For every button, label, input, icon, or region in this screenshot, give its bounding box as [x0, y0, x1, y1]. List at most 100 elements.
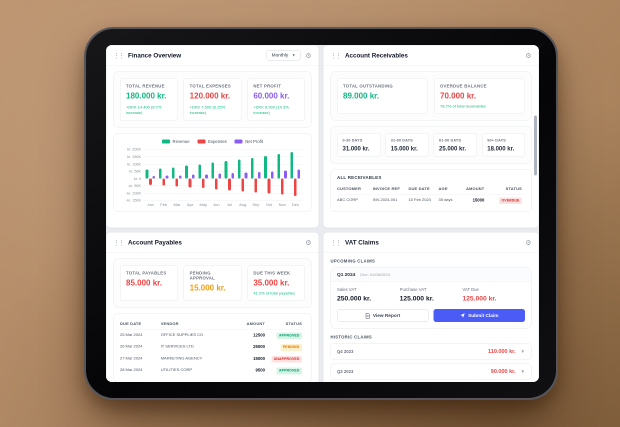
chart-bar-expenses: [280, 178, 284, 195]
aging-label: 0-30 DAYS: [342, 138, 363, 143]
aging-label: 61-90 DAYS: [439, 138, 462, 143]
claim-due-date: Due: 01/05/2024: [360, 272, 390, 278]
chart-bar-expenses: [201, 178, 205, 189]
historic-claim-row-q3-2023[interactable]: Q3 2023 90.000 kr. ▼: [330, 363, 532, 380]
status-badge: PENDING: [280, 344, 302, 351]
legend-label: Net Profit: [245, 139, 263, 145]
panel-scrollbar[interactable]: [534, 115, 537, 176]
field-label: Sales VAT: [337, 287, 357, 292]
gear-icon[interactable]: ⚙: [305, 238, 312, 247]
chart-bar-revenue: [237, 159, 241, 179]
column-header: AMOUNT: [246, 321, 265, 327]
vat-claims-body: UPCOMING CLAIMS Q1 2024 Due: 01/05/2024 …: [324, 253, 539, 383]
stat-card-total-revenue: TOTAL REVENUE 180.000 kr. +DKK 14.400 (8…: [120, 78, 178, 122]
status-badge: APPROVED: [276, 332, 302, 340]
submit-claim-button[interactable]: Submit Claim: [433, 309, 525, 322]
historic-claim-row-q4-2023[interactable]: Q4 2023 110.000 kr. ▼: [330, 343, 532, 360]
chart-bar-revenue: [290, 152, 294, 179]
stat-label: DUE THIS WEEK: [253, 270, 291, 276]
stat-label: NET PROFIT: [253, 83, 282, 89]
stat-value: 89.000 kr.: [343, 92, 380, 101]
chart-bar-revenue: [264, 156, 267, 179]
historic-claims-heading: HISTORIC CLAIMS: [330, 334, 372, 340]
aging-card-31-60: 31-60 DAYS 15.000 kr.: [385, 133, 429, 157]
cell-vendor: UTILITIES CORP: [160, 367, 193, 373]
chart-bar-net-profit: [284, 170, 287, 179]
chart-bar-revenue: [198, 164, 202, 179]
cell-due-date: 28 Mar 2024: [120, 367, 143, 373]
x-axis-label: Sep: [252, 202, 260, 208]
period-dropdown[interactable]: Monthly ▼: [266, 50, 301, 61]
chart-bar-net-profit: [165, 175, 169, 179]
table-row: 25 Mar 2024 OFFICE SUPPLIES CO 12500 APP…: [120, 330, 305, 342]
send-icon: [460, 313, 465, 318]
stat-label: TOTAL EXPENSES: [189, 83, 231, 89]
cell-amount: 15000: [472, 197, 485, 203]
stat-value: 180.000 kr.: [126, 92, 167, 101]
table-heading: ALL RECEIVABLES: [337, 175, 382, 180]
aging-value: 18.000 kr.: [487, 145, 515, 152]
status-badge: OVERDUE: [498, 197, 522, 205]
period-dropdown-value: Monthly: [271, 52, 289, 59]
chart-bar-net-profit: [271, 171, 274, 179]
legend-item-expenses: Expenses: [197, 139, 227, 144]
cell-due-date: 27 Mar 2024: [120, 355, 143, 361]
cell-status: PENDING: [268, 344, 305, 351]
stat-value: 70.000 kr.: [440, 92, 477, 101]
chart-gridline: [144, 171, 302, 172]
x-axis-label: Jan: [147, 202, 154, 208]
gear-icon[interactable]: ⚙: [305, 51, 312, 60]
chart-gridline: [144, 163, 302, 165]
gear-icon[interactable]: ⚙: [525, 238, 532, 247]
y-axis-label: -kr. 100K: [125, 190, 141, 196]
chart-bar-expenses: [241, 178, 244, 192]
stat-card-due-this-week: DUE THIS WEEK 35.000 kr. 41.2% of total …: [247, 265, 305, 301]
stat-card-net-profit: NET PROFIT 60.000 kr. +DKK 6.900 (14.3% …: [247, 78, 305, 122]
chart-bar-revenue: [277, 154, 281, 179]
chart-bar-expenses: [188, 178, 192, 188]
account-payables-body: TOTAL PAYABLES 85.000 kr. PENDING APPROV…: [107, 253, 319, 382]
claim-card-header: Q1 2024 Due: 01/05/2024: [331, 268, 531, 282]
claim-field-vat-due: VAT Due 125.000 kr.: [462, 287, 525, 302]
stat-label: OVERDUE BALANCE: [440, 83, 487, 89]
chart-gridline: [144, 156, 302, 157]
cell-status: APPROVED: [268, 332, 305, 340]
account-payables-header: ⋮⋮ Account Payables ⚙: [106, 233, 319, 253]
drag-handle-icon[interactable]: ⋮⋮: [330, 51, 342, 59]
upcoming-claim-card: Q1 2024 Due: 01/05/2024 Sales VAT 250.00…: [330, 267, 532, 329]
table-row: 26 Mar 2024 IT SERVICES LTD 25000 PENDIN…: [120, 342, 305, 354]
account-receivables-body: TOTAL OUTSTANDING 89.000 kr. OVERDUE BAL…: [324, 66, 539, 228]
table-header-row: CUSTOMER INVOICE REF DUE DATE AGE AMOUNT…: [337, 184, 525, 195]
stat-change: +DKK 6.900 (14.3% increase): [253, 105, 289, 116]
column-header: DUE DATE: [408, 186, 430, 192]
cell-vendor: MARKETING AGENCY: [160, 355, 203, 361]
cell-status: UNAPPROVED: [268, 355, 305, 363]
legend-item-net-profit: Net Profit: [234, 139, 263, 145]
x-axis-labels: Jan Feb Mar Apr May Jun Jul Aug Sep Oct Nov Dec: [144, 203, 302, 208]
cell-amount: 15000: [253, 355, 265, 361]
drag-handle-icon[interactable]: ⋮⋮: [113, 238, 125, 246]
panel-title: Account Payables: [128, 238, 182, 246]
y-axis-label: -kr. 150K: [125, 197, 141, 203]
column-header: STATUS: [505, 186, 522, 192]
drag-handle-icon[interactable]: ⋮⋮: [330, 238, 342, 246]
stat-label: PENDING APPROVAL: [189, 270, 215, 281]
chart-bar-net-profit: [244, 172, 248, 179]
chevron-down-icon: ▼: [520, 349, 525, 354]
drag-handle-icon[interactable]: ⋮⋮: [113, 51, 125, 59]
chart-bar-net-profit: [297, 169, 301, 179]
claim-period: Q1 2024: [337, 272, 356, 278]
x-axis-label: Apr: [186, 202, 194, 208]
x-axis-label: Feb: [160, 202, 168, 208]
stat-value: 120.000 kr.: [189, 92, 231, 101]
legend-swatch-revenue: [162, 139, 171, 144]
x-axis-label: May: [199, 202, 208, 208]
chart-bar-net-profit: [152, 176, 156, 179]
chart-bar-revenue: [211, 162, 215, 179]
view-report-label: View Report: [372, 312, 401, 319]
chart-bar-expenses: [254, 178, 258, 193]
cell-amount: 9500: [255, 367, 265, 373]
view-report-button[interactable]: View Report: [337, 309, 429, 322]
gear-icon[interactable]: ⚙: [525, 51, 532, 60]
stat-note: 41.2% of total payables: [253, 291, 295, 296]
